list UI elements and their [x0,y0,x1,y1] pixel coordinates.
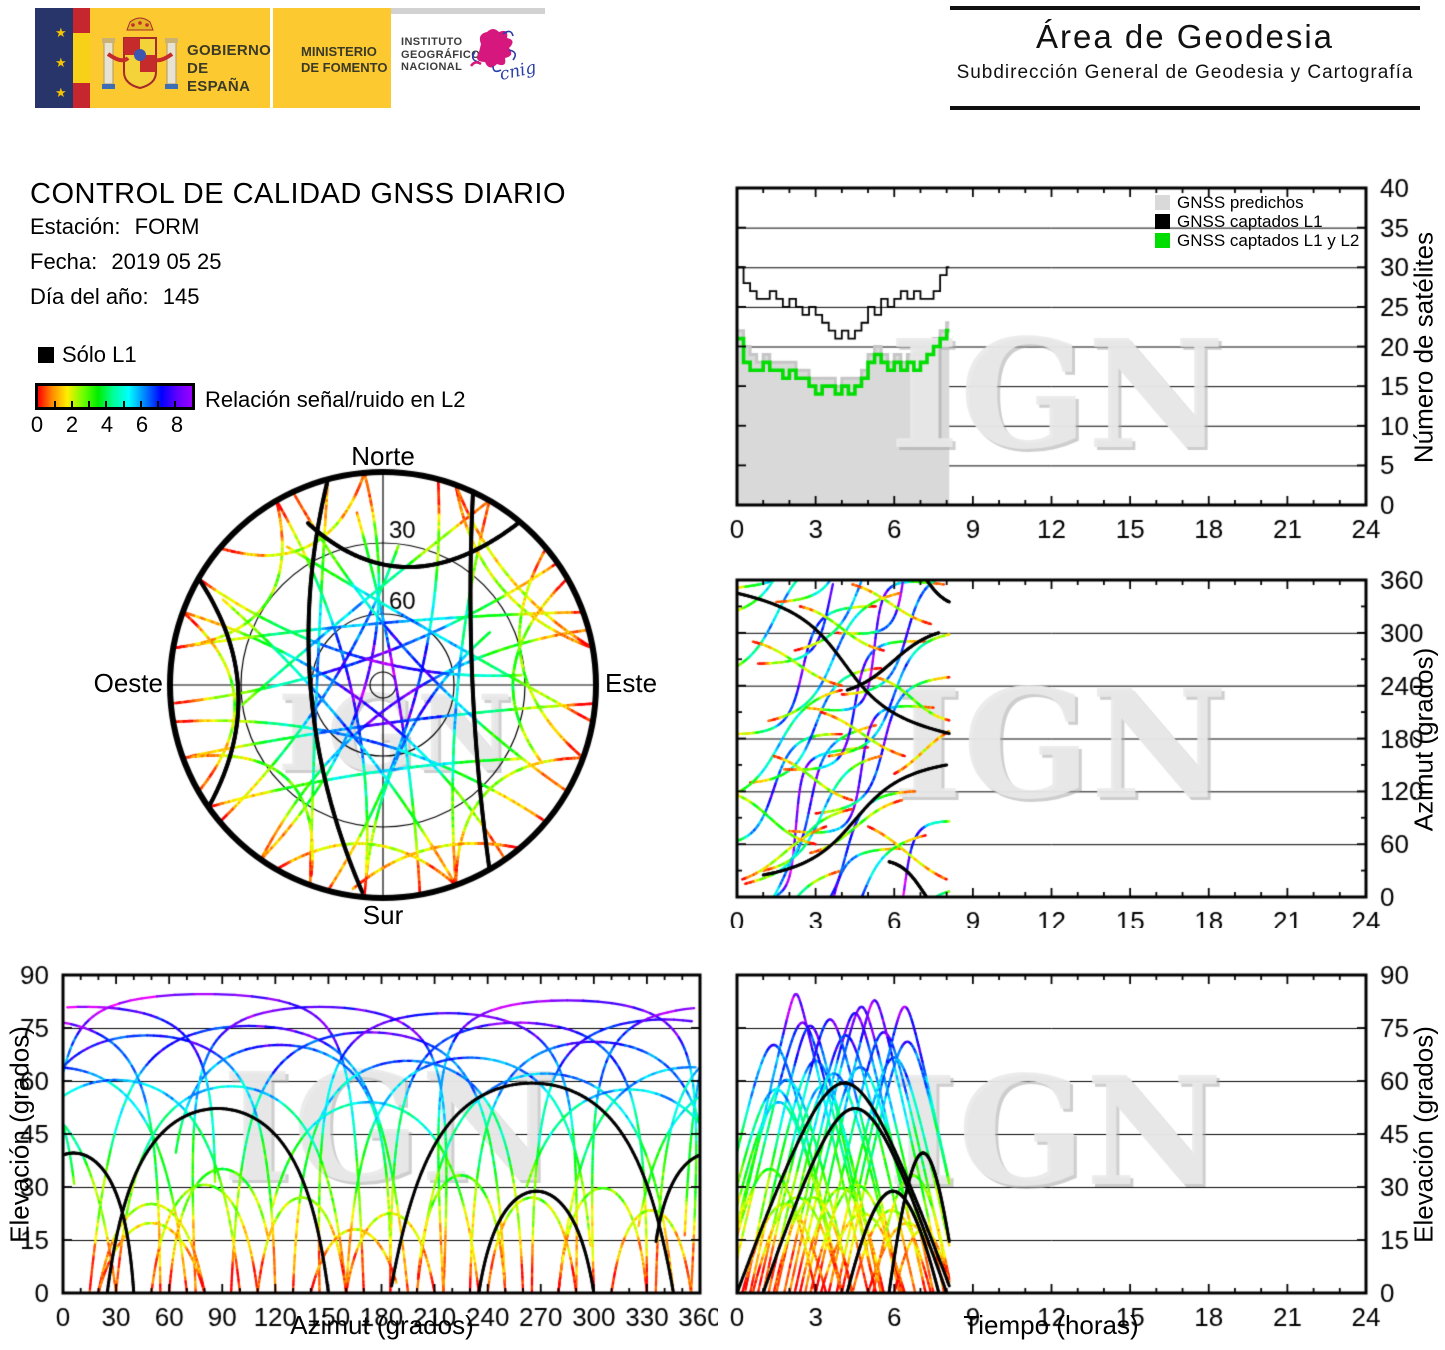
station-label: Estación: [30,214,121,239]
colorbar-minor-tick [105,401,108,407]
colorbar-tick-4: 4 [100,412,114,437]
page-title: CONTROL DE CALIDAD GNSS DIARIO [30,178,567,210]
elevation-time-chart [697,963,1445,1348]
legend-row-l1: GNSS captados L1 [1155,212,1359,231]
date-value: 2019 05 25 [111,249,222,274]
station-value: FORM [134,214,200,239]
solo-l1-legend: Sólo L1 [38,342,137,368]
coat-of-arms-icon [102,17,178,90]
instituto-line2: GEOGRÁFICO [401,48,481,61]
colorbar-minor-tick [54,401,57,407]
gobierno-line2: DE ESPAÑA [187,60,251,95]
azimuth-y-title: Azimut (grados) [1408,647,1439,832]
legend-l1l2-label: GNSS captados L1 y L2 [1177,230,1360,250]
satellite-count-chart [697,176,1445,551]
colorbar-minor-tick [173,401,176,407]
ministerio-line2: DE FOMENTO [301,60,388,75]
legend-row-l1l2: GNSS captados L1 y L2 [1155,231,1359,250]
instituto-line1: INSTITUTO [401,36,463,48]
skyplot-canvas [95,438,680,943]
eu-star-icon: ★ [55,85,67,100]
eu-star-icon: ★ [55,55,67,70]
azimuth-time-chart [697,568,1445,928]
colorbar-tick-2: 2 [65,412,79,437]
date-row: Fecha: 2019 05 25 [30,249,222,275]
eu-star-icon: ★ [55,25,67,40]
ministerio-block: MINISTERIO DE FOMENTO [273,8,391,108]
ign-block: INSTITUTO GEOGRÁFICO NACIONAL cnig [391,8,545,108]
colorbar-minor-tick [71,401,74,407]
legend-predichos-label: GNSS predichos [1177,192,1304,212]
elevation-time-y-title: Elevación (grados) [1408,1026,1439,1243]
flag-red-band [73,8,90,33]
solo-l1-label: Sólo L1 [62,342,137,367]
date-label: Fecha: [30,249,98,274]
colorbar-tick-0: 0 [30,412,44,437]
doy-label: Día del año: [30,284,149,309]
area-subtitle: Subdirección General de Geodesia y Carto… [956,62,1414,83]
azimut-x-title: Azimut (grados) [290,1310,474,1340]
divider [391,8,545,14]
skyplot-east-label: Este [605,668,658,698]
instituto-line3: NACIONAL [401,61,463,73]
station-row: Estación: FORM [30,214,199,240]
elevation-azimuth-chart [18,963,718,1348]
colorbar-minor-tick [122,401,125,407]
government-logo: ★ ★ ★ GOBIERNO DE ESPAÑA [35,8,545,108]
elevation-azimuth-y-title: Elevación (grados) [4,1026,35,1243]
gray-swatch-icon [1155,195,1170,210]
snr-colorbar [35,383,195,410]
area-geodesia-header: Área de Geodesia Subdirección General de… [950,6,1420,110]
skyplot-south-label: Sur [362,900,404,930]
flag-red-band [73,83,90,108]
colorbar-tick-8: 8 [170,412,184,437]
colorbar-minor-tick [88,401,91,407]
black-swatch-icon [1155,214,1170,229]
divider [270,8,273,108]
eu-flag-strip: ★ ★ ★ [35,8,73,108]
doy-value: 145 [162,284,200,309]
tiempo-x-title: Tiempo (horas) [963,1310,1139,1340]
green-swatch-icon [1155,233,1170,248]
colorbar-minor-tick [139,401,142,407]
sat-count-legend: GNSS predichos GNSS captados L1 GNSS cap… [1155,193,1359,250]
colorbar-tick-6: 6 [135,412,149,437]
cnig-logo-icon: cnig [469,29,538,85]
doy-row: Día del año: 145 [30,284,199,310]
legend-row-predichos: GNSS predichos [1155,193,1359,212]
colorbar-title: Relación señal/ruido en L2 [205,387,466,412]
colorbar-minor-tick [156,401,159,407]
skyplot-north-label: Norte [351,441,415,471]
gobierno-block: GOBIERNO DE ESPAÑA [90,8,272,108]
spain-flag-strip [73,8,90,108]
skyplot-west-label: Oeste [93,668,163,698]
sat-count-y-title: Número de satélites [1408,231,1439,464]
area-title: Área de Geodesia [1035,18,1334,55]
black-square-icon [38,347,54,363]
flag-yellow-band [73,33,90,83]
ministerio-line1: MINISTERIO [301,44,377,59]
gobierno-line1: GOBIERNO [187,42,272,59]
legend-l1-label: GNSS captados L1 [1177,211,1323,231]
